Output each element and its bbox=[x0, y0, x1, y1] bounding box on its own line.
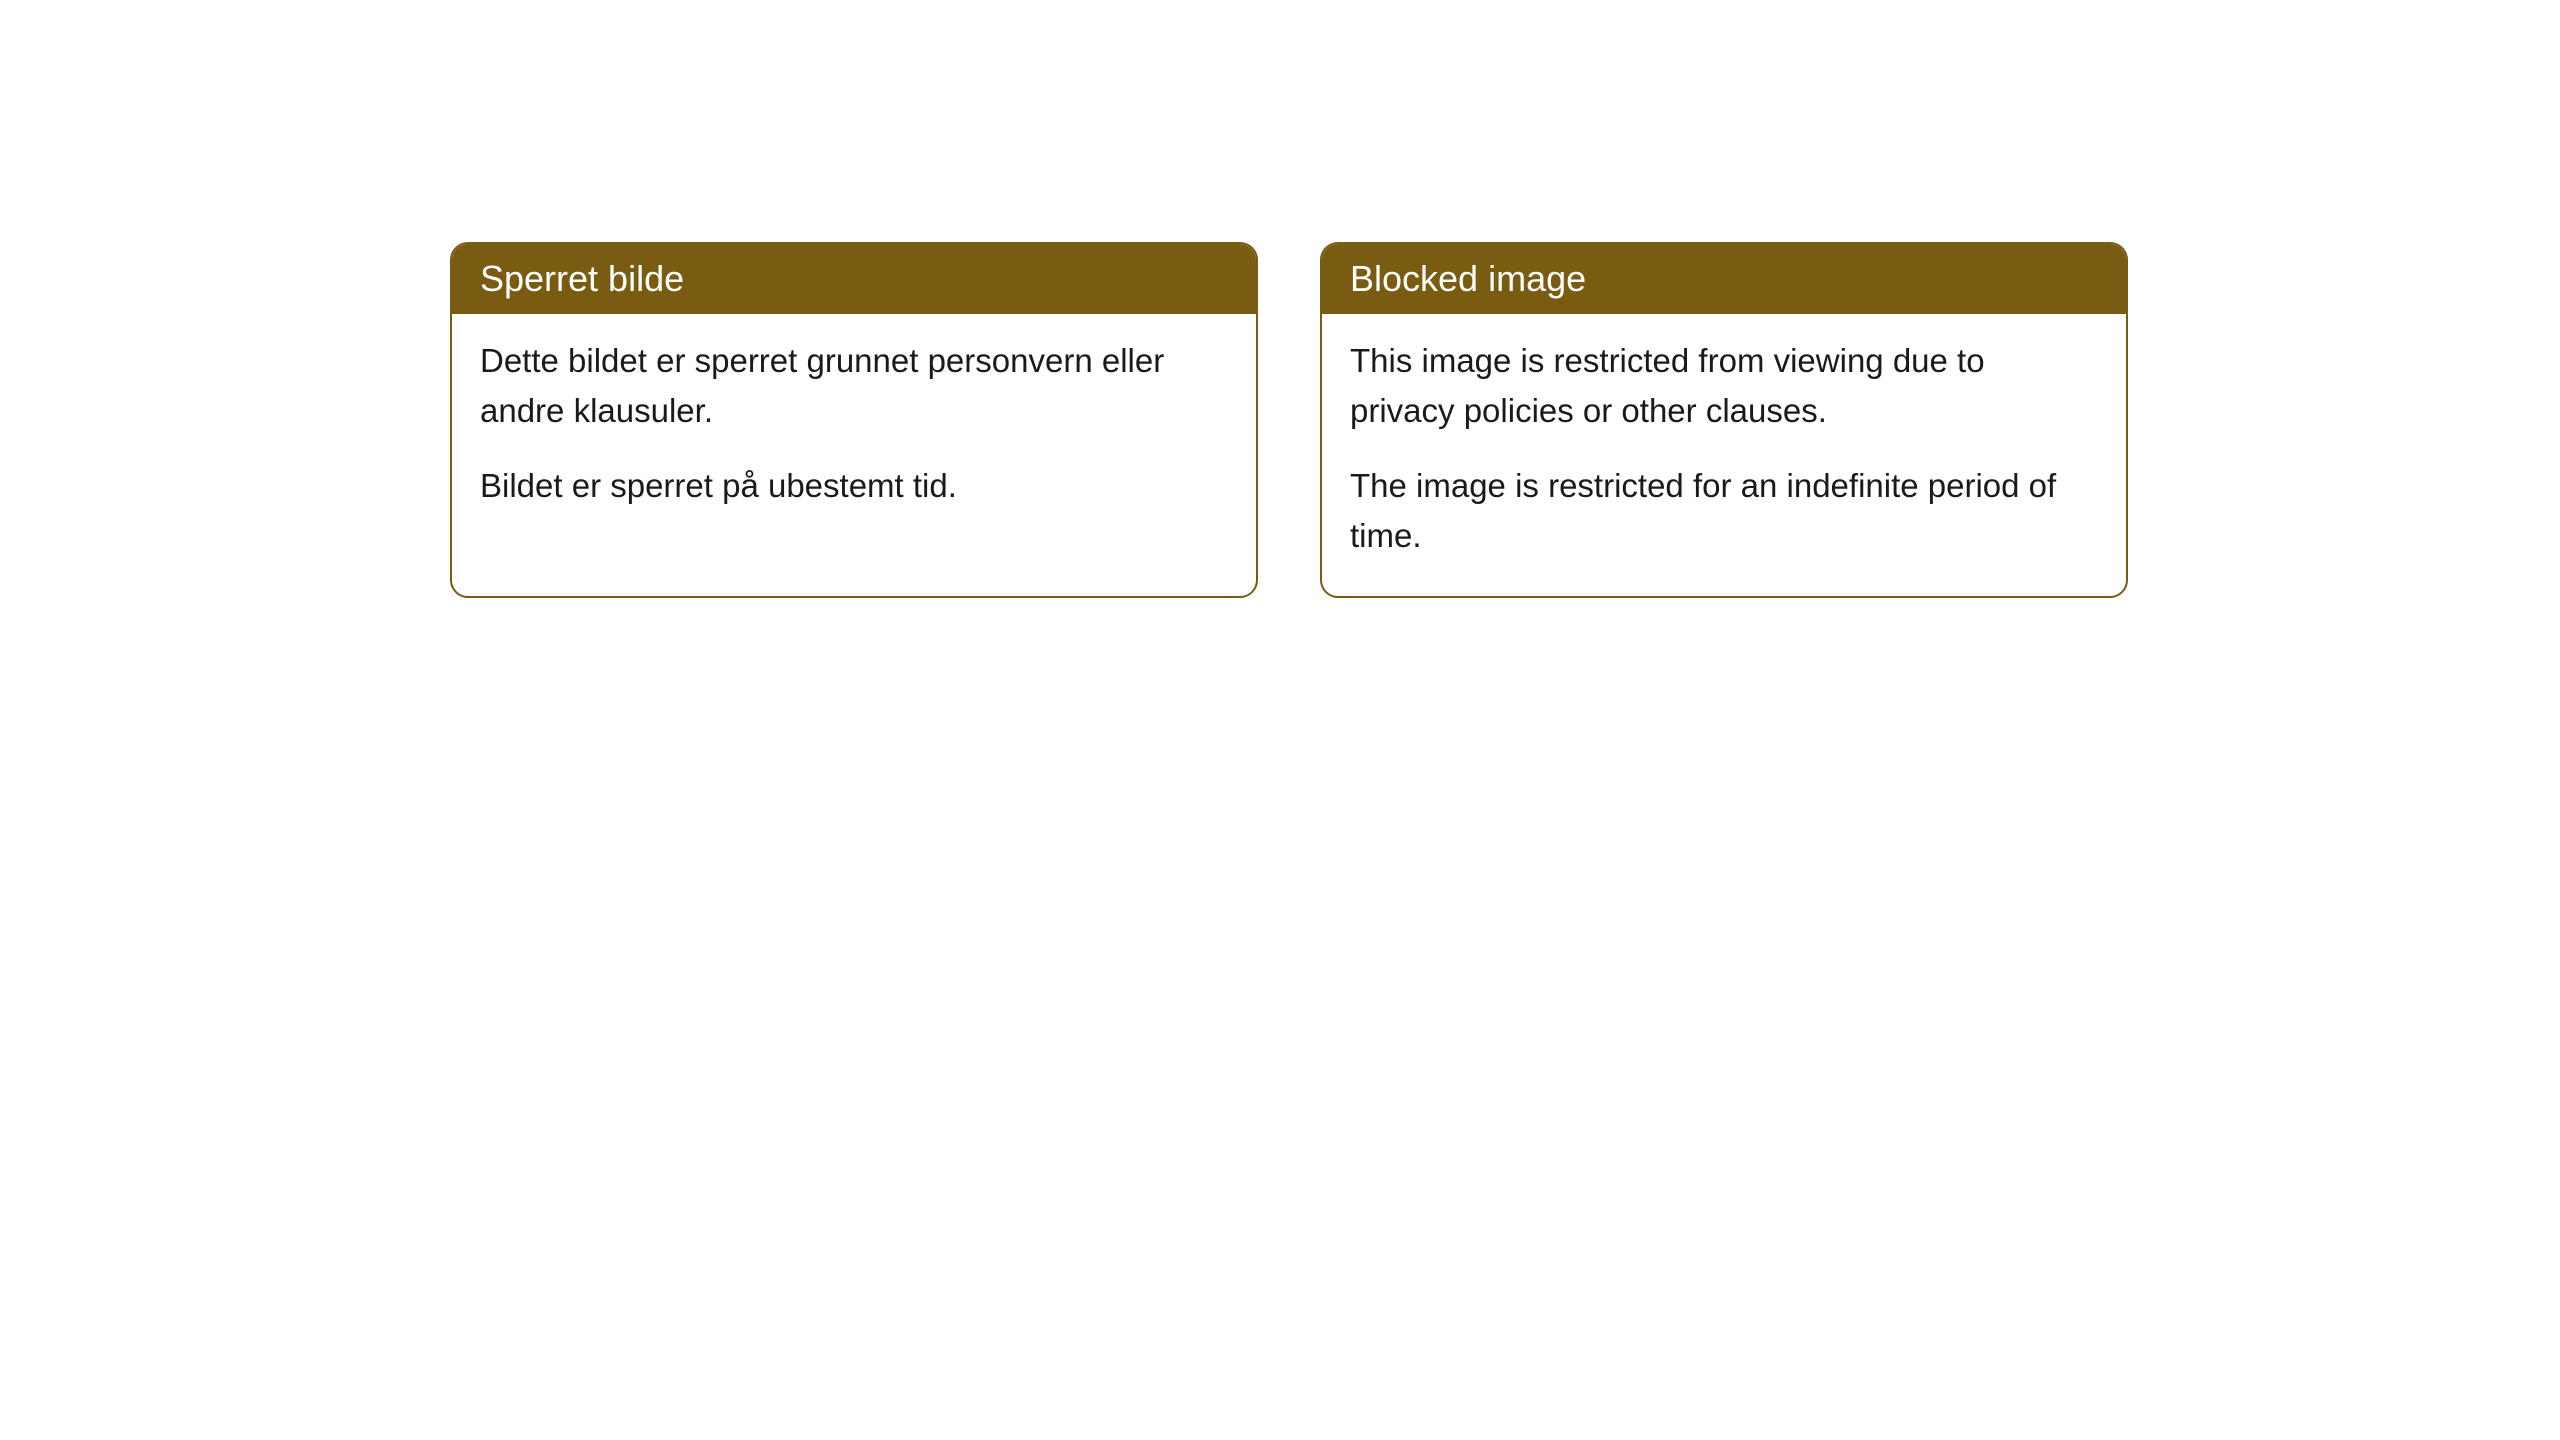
blocked-image-card-norwegian: Sperret bilde Dette bildet er sperret gr… bbox=[450, 242, 1258, 598]
blocked-image-card-english: Blocked image This image is restricted f… bbox=[1320, 242, 2128, 598]
notice-container: Sperret bilde Dette bildet er sperret gr… bbox=[450, 242, 2128, 598]
card-paragraph: Dette bildet er sperret grunnet personve… bbox=[480, 336, 1228, 435]
card-title: Blocked image bbox=[1350, 258, 1586, 299]
card-title: Sperret bilde bbox=[480, 258, 684, 299]
card-body-norwegian: Dette bildet er sperret grunnet personve… bbox=[452, 314, 1256, 547]
card-paragraph: The image is restricted for an indefinit… bbox=[1350, 461, 2098, 560]
card-body-english: This image is restricted from viewing du… bbox=[1322, 314, 2126, 596]
card-paragraph: This image is restricted from viewing du… bbox=[1350, 336, 2098, 435]
card-header-english: Blocked image bbox=[1322, 244, 2126, 314]
card-paragraph: Bildet er sperret på ubestemt tid. bbox=[480, 461, 1228, 511]
card-header-norwegian: Sperret bilde bbox=[452, 244, 1256, 314]
